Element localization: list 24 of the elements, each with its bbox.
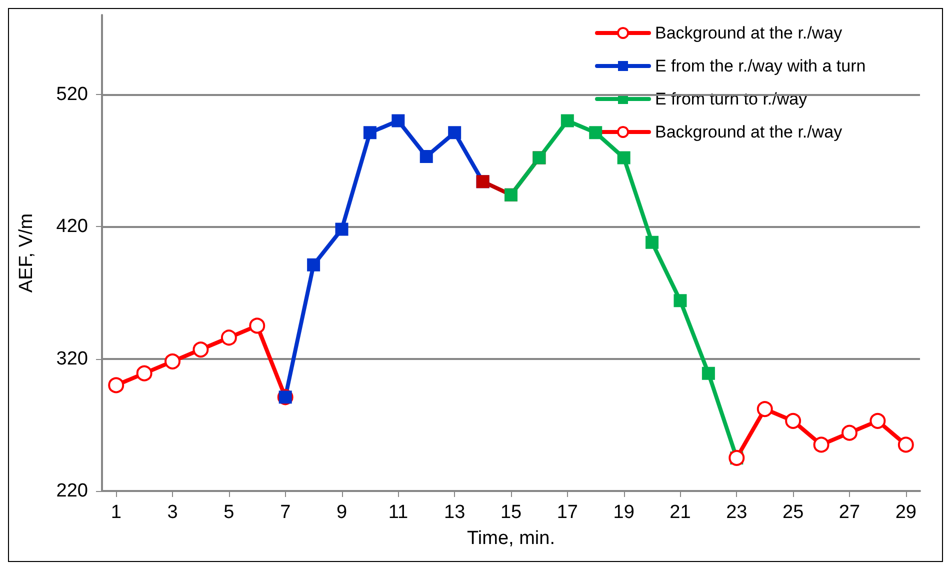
x-tick-label: 19	[613, 502, 634, 523]
x-tick-label: 15	[500, 502, 522, 523]
y-tick-label: 220	[56, 480, 88, 502]
y-tick-label: 520	[56, 84, 88, 105]
x-tick-label: 25	[782, 502, 804, 523]
x-tick-label: 3	[167, 502, 178, 523]
x-tick-label: 23	[726, 502, 748, 523]
x-tick-label: 13	[444, 502, 466, 523]
x-tick-label: 7	[280, 502, 291, 523]
x-tick-label: 11	[388, 502, 408, 523]
legend-label: E from the r./way with a turn	[655, 56, 866, 76]
x-tick-label: 27	[838, 502, 860, 523]
legend-label: Background at the r./way	[655, 122, 843, 142]
y-tick-label: 320	[56, 348, 88, 370]
x-tick-label: 9	[336, 502, 348, 523]
x-tick-label: 29	[895, 502, 916, 523]
x-tick-label: 17	[556, 502, 578, 523]
legend-label: Background at the r./way	[655, 24, 843, 42]
x-tick-label: 1	[110, 502, 122, 523]
y-axis-title: AEF, V/m	[16, 213, 37, 293]
x-tick-label: 5	[224, 502, 234, 523]
x-tick-label: 21	[670, 502, 691, 523]
x-axis-title: Time, min.	[467, 528, 555, 549]
y-tick-label: 420	[56, 216, 88, 238]
